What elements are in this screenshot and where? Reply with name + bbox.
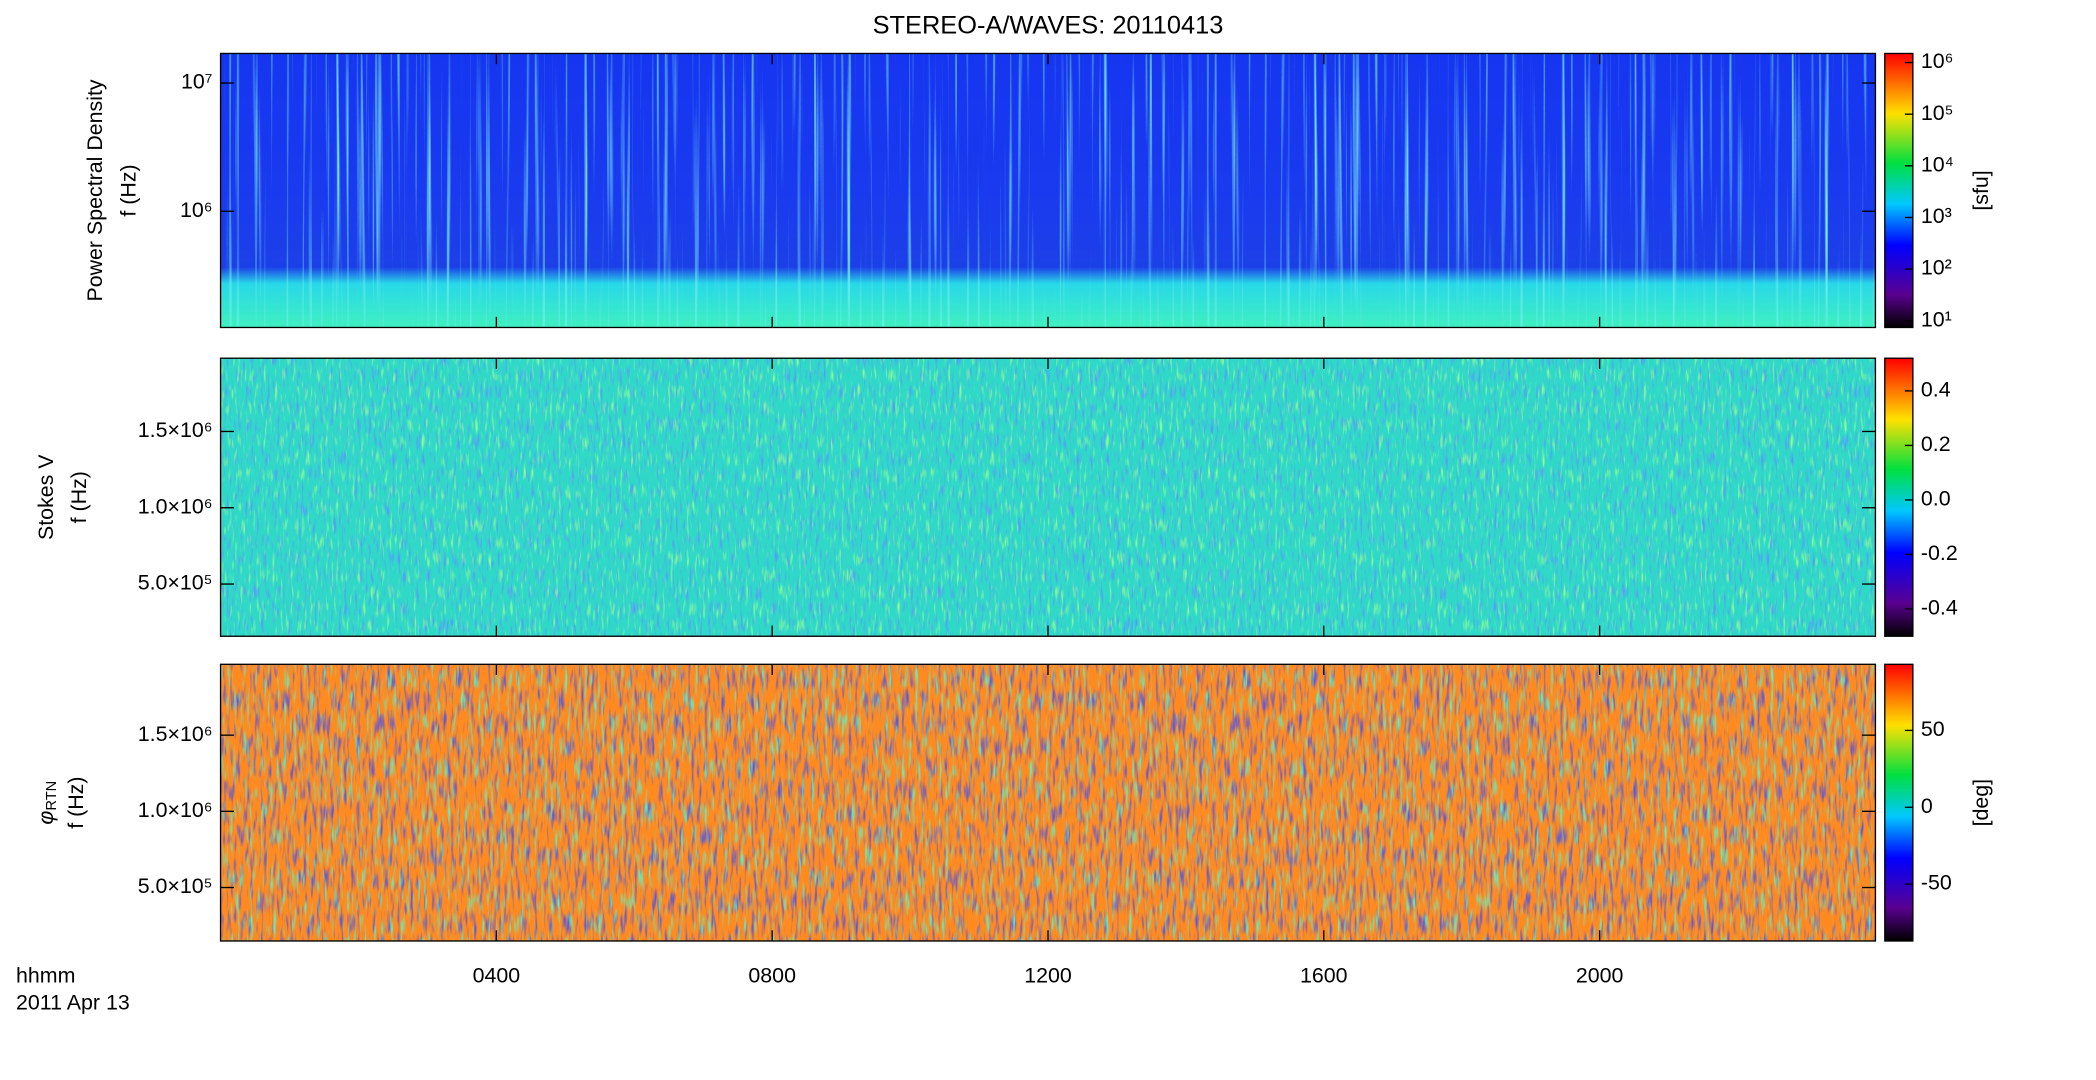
y-tick-label: 10⁶: [180, 198, 213, 222]
y-tick-label: 5.0×10⁵: [138, 571, 213, 595]
colorbar-tick-label: 10³: [1921, 204, 1952, 228]
y-tick-label: 10⁷: [181, 70, 213, 94]
colorbar-tick-label: -0.4: [1921, 596, 1958, 620]
y-tick-label: 1.5×10⁶: [138, 418, 213, 442]
colorbar-tick-label: 0.2: [1921, 432, 1951, 456]
x-axis-label: 2011 Apr 13: [16, 990, 130, 1014]
colorbar-tick-label: 0.0: [1921, 487, 1951, 511]
y-tick-label: 5.0×10⁵: [138, 874, 213, 898]
y-axis-label-text: Power Spectral Density: [83, 79, 107, 301]
y-axis-label: Stokes V: [33, 454, 57, 540]
spectrogram-background: [220, 53, 1876, 941]
colorbar-tick-label: 0.4: [1921, 378, 1951, 402]
y-axis-label-subscript: RTN: [44, 781, 60, 811]
colorbar-tick-label: 50: [1921, 717, 1945, 741]
y-tick-label: 1.0×10⁶: [138, 494, 213, 518]
colorbar-tick-label: 10²: [1921, 256, 1952, 280]
x-tick-label: 2000: [1576, 964, 1624, 988]
x-tick-label: 1200: [1024, 964, 1072, 988]
colorbar-tick-label: 10⁶: [1921, 49, 1954, 73]
y-axis-label: φRTN: [33, 781, 60, 825]
y-axis-label-text: Stokes V: [33, 454, 57, 540]
y-axis-label: f (Hz): [116, 164, 140, 216]
colorbar-tick-label: 10⁵: [1921, 101, 1954, 125]
colorbar-tick-label: 0: [1921, 794, 1933, 818]
colorbar-label: [sfu]: [1969, 170, 1993, 210]
y-axis-label: f (Hz): [64, 777, 88, 829]
chart-title: STEREO-A/WAVES: 20110413: [873, 11, 1224, 39]
colorbar-tick-label: 10⁴: [1921, 152, 1954, 176]
x-axis-label: hhmm: [16, 964, 75, 988]
y-axis-label-text: φ: [33, 811, 57, 825]
y-axis-label: f (Hz): [67, 471, 91, 523]
x-tick-label: 1600: [1300, 964, 1348, 988]
colorbar-tick-label: -50: [1921, 871, 1952, 895]
y-tick-label: 1.5×10⁶: [138, 722, 213, 746]
colorbar-tick-label: -0.2: [1921, 541, 1958, 565]
colorbar-label: [deg]: [1969, 779, 1993, 827]
y-axis-label: Power Spectral Density: [83, 79, 107, 301]
y-tick-label: 1.0×10⁶: [138, 798, 213, 822]
colorbars: [1884, 52, 1914, 942]
colorbar-tick-label: 10¹: [1921, 307, 1952, 331]
x-tick-label: 0800: [748, 964, 796, 988]
x-tick-label: 0400: [473, 964, 521, 988]
